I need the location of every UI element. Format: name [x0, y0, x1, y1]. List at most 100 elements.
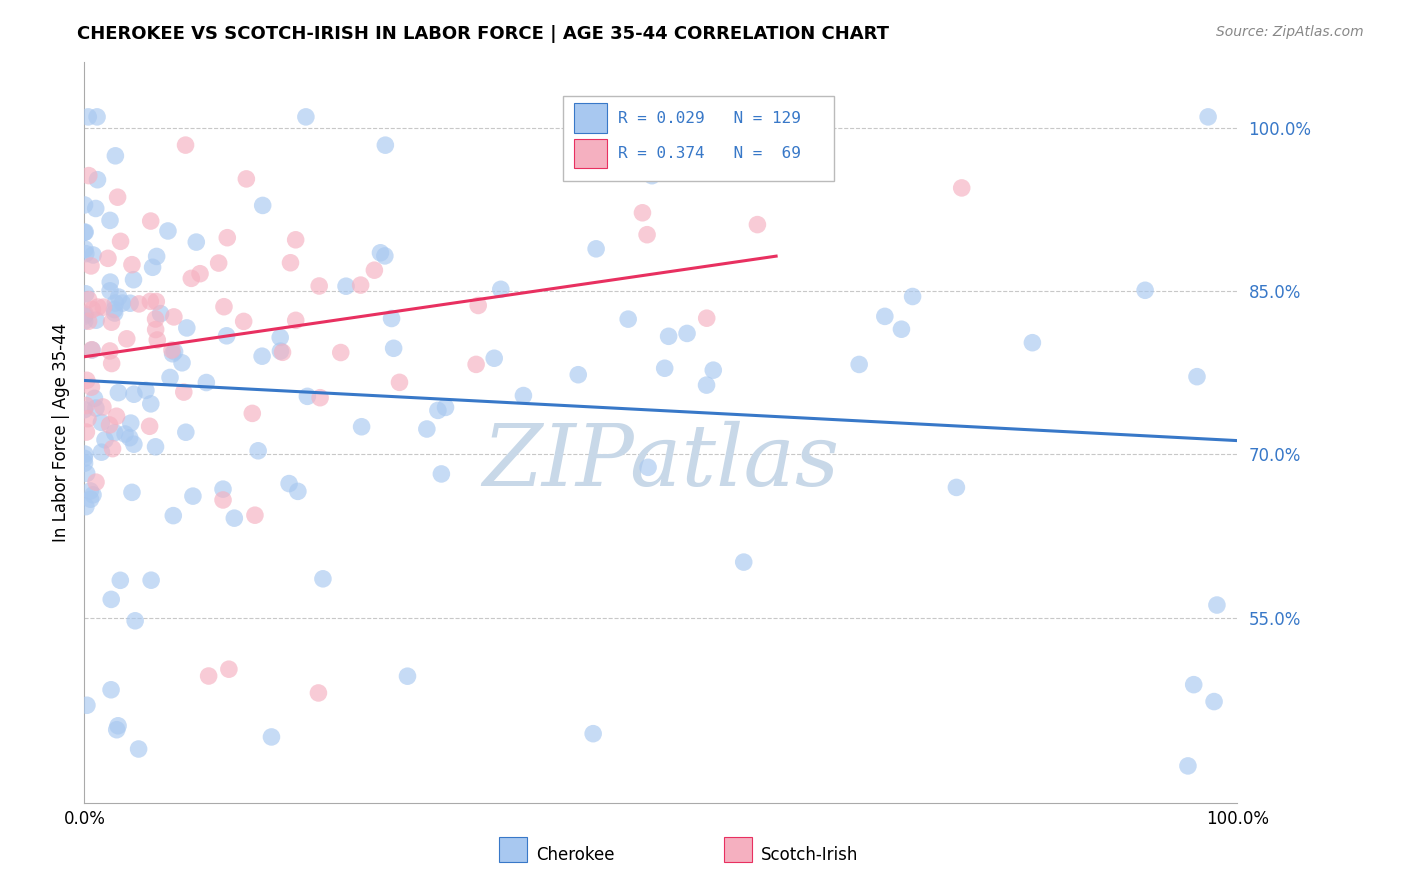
- Point: [232, 314, 254, 328]
- Point: [84, 313, 107, 327]
- Point: [388, 376, 411, 390]
- Point: [163, 310, 186, 324]
- Point: [160, 343, 183, 357]
- Point: [308, 279, 330, 293]
- Point: [416, 422, 439, 436]
- Point: [80, 343, 103, 357]
- Point: [115, 332, 138, 346]
- Point: [122, 437, 145, 451]
- Point: [79, 483, 101, 498]
- Point: [278, 476, 301, 491]
- Point: [84, 401, 107, 415]
- Point: [676, 326, 699, 341]
- Point: [75, 246, 97, 260]
- Point: [93, 300, 115, 314]
- Point: [269, 330, 291, 344]
- Point: [103, 302, 125, 317]
- Point: [284, 233, 307, 247]
- Point: [84, 202, 107, 216]
- Point: [75, 399, 97, 413]
- Point: [73, 451, 96, 466]
- Point: [1177, 759, 1199, 773]
- Point: [217, 230, 239, 244]
- Point: [271, 345, 294, 359]
- Point: [86, 172, 108, 186]
- Bar: [575, 103, 606, 133]
- Point: [128, 742, 150, 756]
- Point: [104, 149, 127, 163]
- Point: [176, 321, 198, 335]
- Point: [122, 273, 145, 287]
- Point: [83, 392, 105, 406]
- Point: [139, 214, 162, 228]
- Point: [287, 484, 309, 499]
- Point: [747, 218, 769, 232]
- Point: [145, 249, 167, 263]
- Point: [484, 351, 506, 366]
- Point: [218, 662, 240, 676]
- Point: [94, 433, 117, 447]
- Point: [77, 293, 100, 307]
- Point: [73, 242, 96, 256]
- Point: [901, 289, 924, 303]
- Point: [212, 300, 235, 314]
- Point: [76, 467, 98, 481]
- Point: [350, 419, 373, 434]
- Point: [75, 286, 97, 301]
- Point: [374, 138, 396, 153]
- Point: [145, 322, 167, 336]
- Point: [363, 263, 385, 277]
- Text: Source: ZipAtlas.com: Source: ZipAtlas.com: [1216, 25, 1364, 39]
- Point: [627, 150, 650, 164]
- Point: [98, 213, 121, 227]
- Point: [98, 275, 121, 289]
- Point: [120, 416, 142, 430]
- Point: [111, 296, 134, 310]
- Point: [335, 279, 357, 293]
- Point: [252, 198, 274, 212]
- Point: [75, 425, 97, 439]
- Point: [76, 373, 98, 387]
- Point: [696, 311, 718, 326]
- Point: [329, 345, 352, 359]
- Point: [430, 467, 453, 481]
- Point: [139, 573, 162, 587]
- Point: [73, 456, 96, 470]
- Point: [170, 356, 193, 370]
- Point: [98, 343, 121, 358]
- Point: [1206, 598, 1229, 612]
- Point: [1202, 695, 1225, 709]
- Point: [426, 403, 449, 417]
- Point: [243, 508, 266, 523]
- Point: [370, 245, 392, 260]
- Point: [396, 669, 419, 683]
- Text: Scotch-Irish: Scotch-Irish: [761, 846, 859, 863]
- Point: [873, 310, 896, 324]
- Point: [197, 669, 219, 683]
- Point: [658, 329, 681, 343]
- Point: [122, 387, 145, 401]
- Point: [617, 312, 640, 326]
- Point: [73, 314, 96, 328]
- Point: [162, 508, 184, 523]
- Point: [945, 480, 967, 494]
- Point: [118, 431, 141, 445]
- Point: [138, 419, 160, 434]
- Point: [104, 425, 127, 440]
- Point: [75, 307, 97, 321]
- Point: [1182, 678, 1205, 692]
- Point: [465, 358, 488, 372]
- Point: [80, 380, 103, 394]
- Point: [467, 298, 489, 312]
- Point: [240, 406, 263, 420]
- Point: [297, 389, 319, 403]
- Point: [174, 138, 197, 153]
- Point: [101, 442, 124, 456]
- Point: [100, 592, 122, 607]
- Point: [181, 489, 204, 503]
- Point: [73, 447, 96, 461]
- Point: [104, 296, 127, 310]
- Text: Cherokee: Cherokee: [536, 846, 614, 863]
- Point: [145, 294, 167, 309]
- Point: [139, 294, 162, 309]
